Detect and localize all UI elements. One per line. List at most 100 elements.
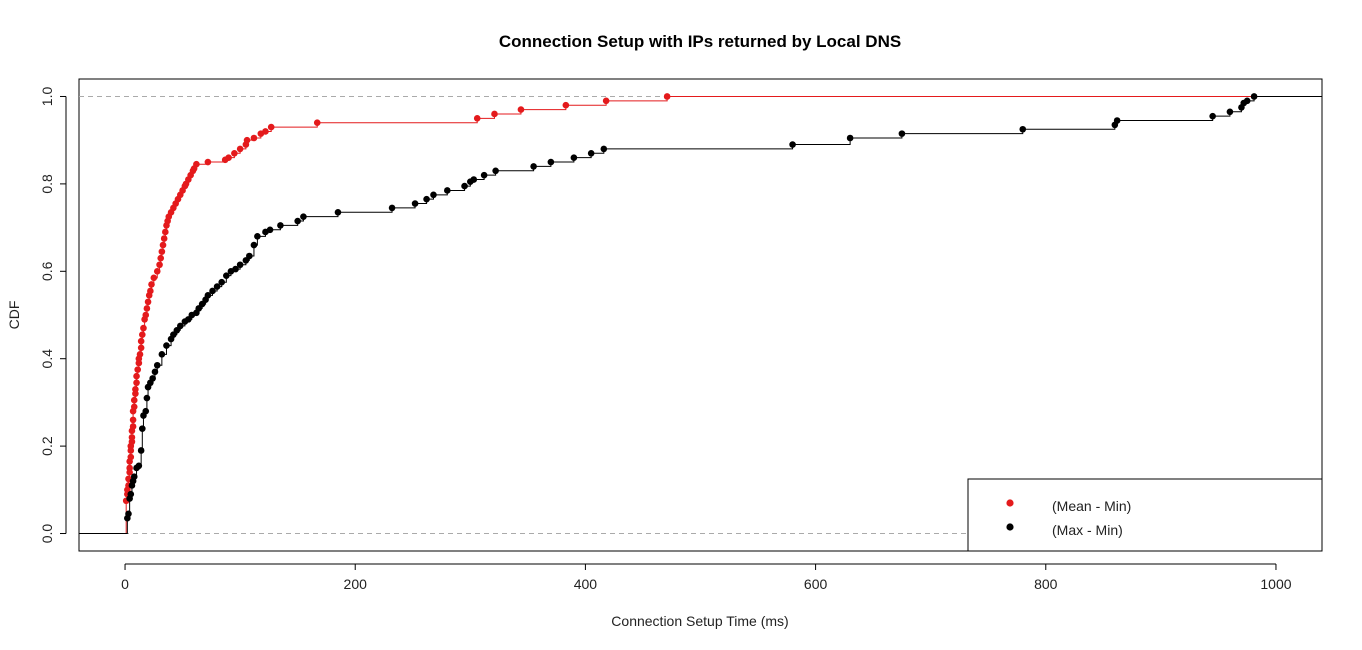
series-layer [79, 93, 1322, 535]
data-point [137, 447, 145, 454]
data-point [130, 396, 138, 404]
data-point [547, 158, 555, 166]
data-point [151, 368, 159, 376]
data-point [153, 361, 161, 369]
data-point [162, 228, 169, 236]
data-point [602, 97, 610, 105]
data-point [461, 182, 468, 190]
data-point [334, 208, 342, 216]
data-point [250, 134, 258, 142]
x-tick-label: 0 [121, 576, 129, 592]
legend-marker-max-min [1006, 523, 1014, 531]
legend-label-mean-min: (Mean - Min) [1052, 498, 1131, 514]
legend-label-max-min: (Max - Min) [1052, 522, 1123, 538]
data-point [153, 267, 161, 275]
data-point [142, 407, 150, 415]
x-tick-label: 200 [344, 576, 368, 592]
series-1 [79, 93, 1322, 535]
reference-lines [79, 95, 1322, 535]
data-point [134, 366, 141, 373]
data-point [423, 195, 430, 203]
series-step-line-1 [79, 95, 1322, 535]
data-point [1113, 117, 1121, 124]
x-axis: 0 200 400 600 800 1000 [121, 563, 1292, 592]
data-point [491, 110, 498, 118]
data-point [158, 248, 166, 255]
data-point [176, 322, 184, 330]
data-point [313, 119, 321, 127]
data-point [129, 416, 137, 424]
data-point [150, 274, 158, 282]
legend: (Mean - Min) (Max - Min) [967, 478, 1323, 552]
data-point [223, 272, 230, 279]
data-point [266, 226, 274, 234]
data-point [139, 425, 146, 432]
data-point [225, 154, 232, 161]
data-point [125, 510, 132, 518]
data-point [130, 473, 138, 481]
data-point [1226, 108, 1234, 116]
data-point [143, 394, 151, 402]
data-point [126, 464, 133, 472]
data-point [159, 241, 167, 249]
y-axis: 0.0 0.2 0.4 0.6 0.8 1.0 [39, 87, 67, 543]
data-point [133, 379, 140, 387]
data-point [300, 213, 307, 220]
y-axis-label: CDF [6, 301, 22, 330]
data-point [204, 292, 212, 299]
data-point [1250, 93, 1258, 100]
data-point [517, 106, 525, 113]
data-point [267, 123, 275, 131]
data-point [846, 134, 854, 142]
data-point [663, 93, 671, 100]
data-point [128, 434, 136, 441]
data-point [143, 305, 151, 312]
data-point [204, 158, 212, 166]
legend-marker-mean-min [1006, 499, 1014, 507]
data-point [218, 278, 226, 286]
x-tick-label: 600 [804, 576, 828, 592]
data-point [236, 261, 244, 269]
data-point [492, 167, 499, 175]
data-point [137, 344, 145, 352]
data-point [246, 252, 253, 260]
data-point [411, 200, 419, 207]
data-point [254, 233, 261, 240]
data-point [130, 403, 138, 411]
data-point [144, 298, 152, 306]
data-point [277, 222, 284, 229]
data-point [1243, 97, 1251, 105]
data-point [149, 375, 156, 382]
data-point [157, 254, 165, 262]
data-point [473, 115, 481, 122]
data-point [209, 287, 216, 295]
x-tick-label: 800 [1034, 576, 1058, 592]
data-point [789, 141, 796, 148]
data-point [236, 145, 244, 153]
data-point [250, 241, 258, 249]
data-point [193, 160, 200, 168]
data-point [139, 331, 146, 338]
data-point [294, 217, 301, 225]
data-point [232, 265, 239, 273]
data-point [133, 372, 140, 380]
data-point [160, 235, 168, 242]
chart-title: Connection Setup with IPs returned by Lo… [499, 32, 901, 51]
y-tick-label: 0.8 [39, 174, 55, 194]
data-point [136, 351, 144, 358]
plot-area-border [78, 78, 1323, 552]
data-point [243, 136, 251, 144]
data-point [129, 423, 137, 430]
data-point [163, 342, 170, 349]
data-point [1019, 125, 1027, 133]
data-point [570, 154, 578, 161]
data-point [443, 187, 451, 194]
y-tick-label: 1.0 [39, 87, 55, 107]
data-point [135, 462, 143, 470]
y-tick-label: 0.6 [39, 261, 55, 281]
data-point [470, 176, 478, 183]
data-point [1209, 112, 1216, 120]
data-point [158, 351, 166, 358]
y-tick-label: 0.4 [39, 349, 55, 369]
